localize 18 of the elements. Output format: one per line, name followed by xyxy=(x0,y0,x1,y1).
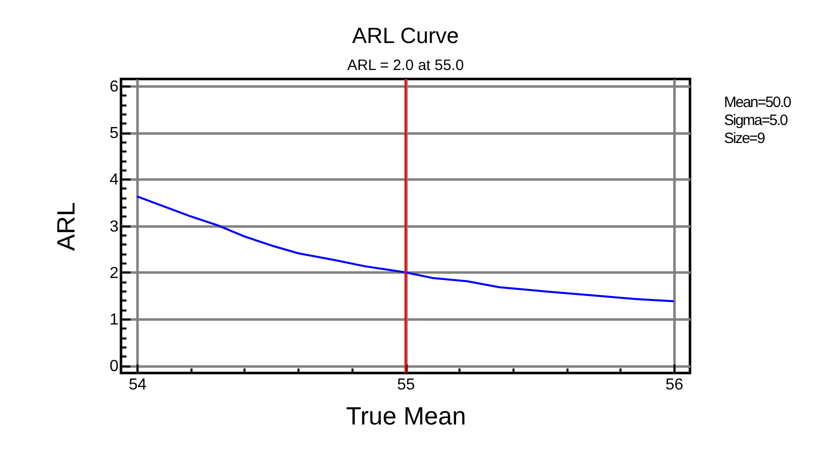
text: Mean=50.0 xyxy=(724,94,790,112)
text: Size=9 xyxy=(724,130,766,148)
x-axis-title: True Mean xyxy=(346,402,466,430)
line-series xyxy=(136,195,675,302)
x-tick-label: 56 xyxy=(666,376,684,394)
x-tick-label: 55 xyxy=(397,376,415,394)
text: Sigma=5.0 xyxy=(724,112,788,130)
y-tick-label: 0 xyxy=(110,358,119,376)
x-tick-label: 54 xyxy=(128,376,147,394)
y-tick-label: 2 xyxy=(110,264,119,282)
chart-subtitle: ARL = 2.0 at 55.0 xyxy=(347,56,464,74)
y-axis-title: ARL xyxy=(52,202,81,251)
y-tick-label: 5 xyxy=(110,125,119,142)
y-tick-label: 6 xyxy=(110,78,119,96)
chart-title: ARL Curve xyxy=(352,22,459,48)
y-tick-label: 1 xyxy=(110,311,119,328)
y-tick-label: 3 xyxy=(110,218,119,236)
y-tick-label: 4 xyxy=(110,172,119,189)
